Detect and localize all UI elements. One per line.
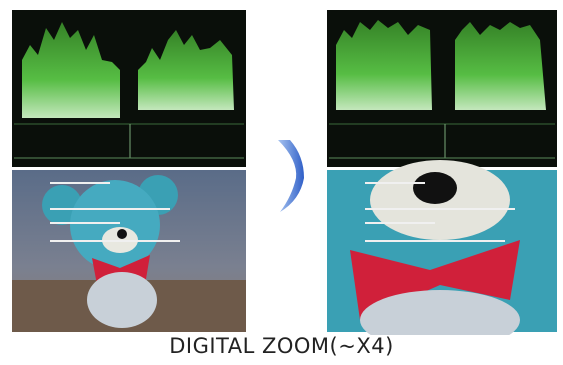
arrow [278, 140, 304, 212]
waveform-left [12, 10, 246, 167]
illustration [12, 10, 557, 335]
caption: DIGITAL ZOOM(~X4) [169, 334, 394, 358]
waveform-right [327, 10, 557, 167]
osd-menu [50, 182, 180, 242]
camera-right [327, 160, 557, 335]
camera-left [12, 170, 246, 332]
